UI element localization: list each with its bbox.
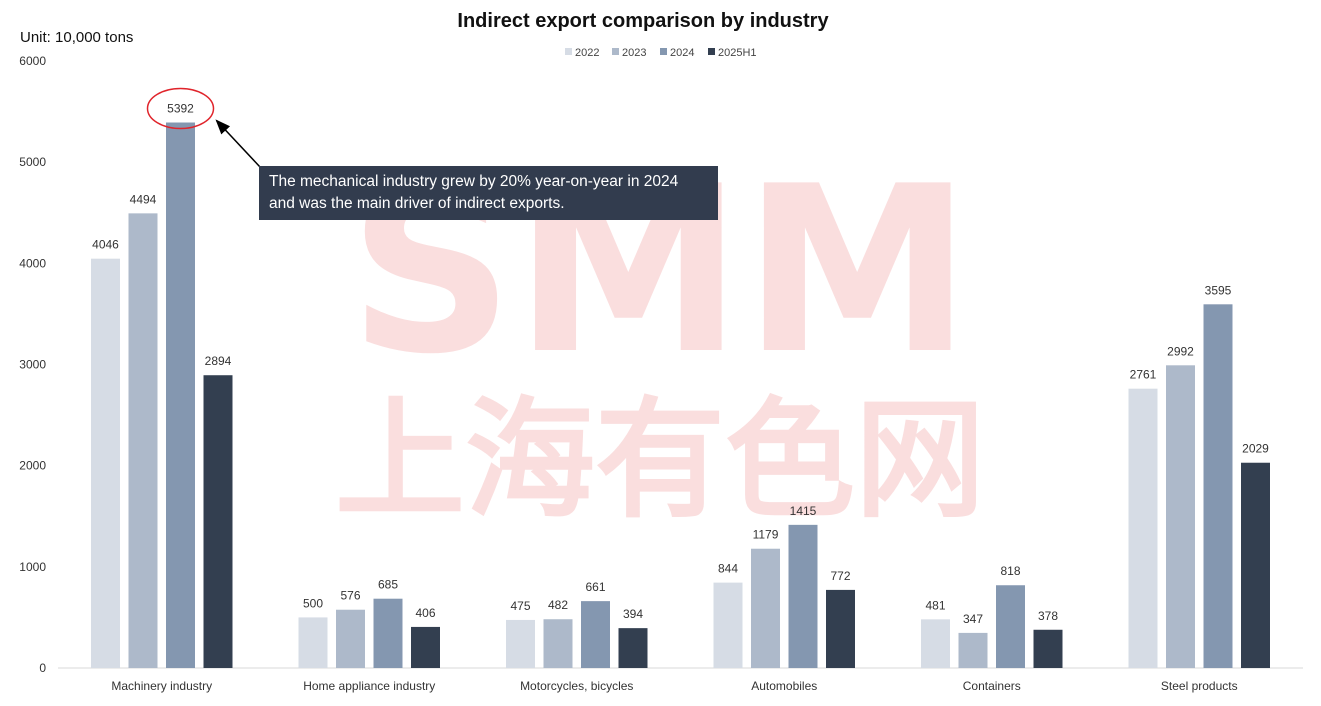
data-label: 378: [1038, 609, 1058, 623]
bar: [203, 375, 233, 668]
data-label: 482: [548, 598, 568, 612]
bar: [373, 598, 403, 668]
y-tick-label: 2000: [19, 459, 46, 473]
bars: [91, 122, 1270, 668]
legend-swatch: [660, 48, 667, 55]
y-tick-label: 0: [39, 661, 46, 675]
watermark-chinese-text: 上海有色网: [335, 384, 985, 536]
y-tick-label: 3000: [19, 358, 46, 372]
bar: [543, 619, 573, 668]
data-label: 3595: [1205, 283, 1232, 297]
data-labels: 4046 4494 5392 2894 500 576 685 406 475 482 661 394…: [92, 102, 1269, 626]
legend-label: 2025H1: [718, 47, 757, 59]
bar: [713, 582, 743, 668]
category-label: Automobiles: [751, 679, 817, 693]
bar: [996, 585, 1025, 668]
data-label: 2029: [1242, 442, 1269, 456]
data-label: 347: [963, 612, 983, 626]
y-tick-label: 6000: [19, 54, 46, 68]
bar: [618, 628, 648, 668]
data-label: 406: [415, 606, 435, 620]
bar: [921, 619, 950, 668]
highlight-ellipse: [146, 87, 215, 130]
legend-swatch: [565, 48, 572, 55]
legend-swatch: [708, 48, 715, 55]
data-label: 685: [378, 578, 398, 592]
bar: [1166, 365, 1195, 668]
unit-label: Unit: 10,000 tons: [20, 29, 133, 46]
annotation-line-2: and was the main driver of indirect expo…: [269, 195, 565, 212]
legend-label: 2022: [575, 47, 599, 59]
data-label: 844: [718, 562, 738, 576]
category-label: Containers: [963, 679, 1021, 693]
data-label: 1415: [790, 504, 817, 518]
data-label: 661: [585, 580, 605, 594]
bar: [1128, 388, 1158, 668]
data-label: 475: [510, 599, 530, 613]
bar: [788, 524, 818, 668]
category-label: Machinery industry: [111, 679, 212, 693]
bar: [751, 548, 780, 668]
data-label: 2761: [1130, 368, 1157, 382]
bar: [298, 617, 328, 668]
bar: [1241, 462, 1270, 668]
legend-label: 2024: [670, 47, 694, 59]
bar: [1033, 629, 1063, 668]
legend: 2022 2023 2024 2025H1: [565, 47, 757, 59]
data-label: 2992: [1167, 344, 1194, 358]
data-label: 772: [830, 569, 850, 583]
bar: [506, 619, 535, 668]
data-label: 5392: [167, 102, 194, 116]
data-label: 394: [623, 607, 643, 621]
annotation-line-1: The mechanical industry grew by 20% year…: [269, 173, 679, 190]
bar: [166, 122, 195, 668]
category-label: Motorcycles, bicycles: [520, 679, 633, 693]
bar: [336, 609, 365, 668]
bar: [128, 213, 158, 668]
y-axis: 0 1000 2000 3000 4000 5000 6000: [19, 54, 46, 675]
data-label: 2894: [205, 354, 232, 368]
category-label: Steel products: [1161, 679, 1238, 693]
annotation-box: The mechanical industry grew by 20% year…: [259, 166, 718, 220]
legend-label: 2023: [622, 47, 646, 59]
y-tick-label: 1000: [19, 560, 46, 574]
bar: [958, 632, 988, 668]
data-label: 481: [925, 598, 945, 612]
bar: [1203, 304, 1233, 668]
data-label: 576: [340, 589, 360, 603]
bar: [411, 626, 440, 668]
data-label: 1179: [753, 528, 779, 542]
legend-swatch: [612, 48, 619, 55]
bar: [91, 258, 120, 668]
y-tick-label: 4000: [19, 256, 46, 270]
data-label: 818: [1000, 564, 1020, 578]
data-label: 500: [303, 596, 323, 610]
bar: [826, 589, 855, 668]
annotation-arrow: [215, 119, 261, 168]
data-label: 4494: [130, 192, 157, 206]
chart-title: Indirect export comparison by industry: [457, 10, 829, 32]
category-label: Home appliance industry: [303, 679, 435, 693]
data-label: 4046: [92, 238, 119, 252]
highlight: [146, 87, 261, 168]
bar: [581, 601, 610, 668]
y-tick-label: 5000: [19, 155, 46, 169]
category-labels: Machinery industry Home appliance industr…: [111, 679, 1237, 693]
